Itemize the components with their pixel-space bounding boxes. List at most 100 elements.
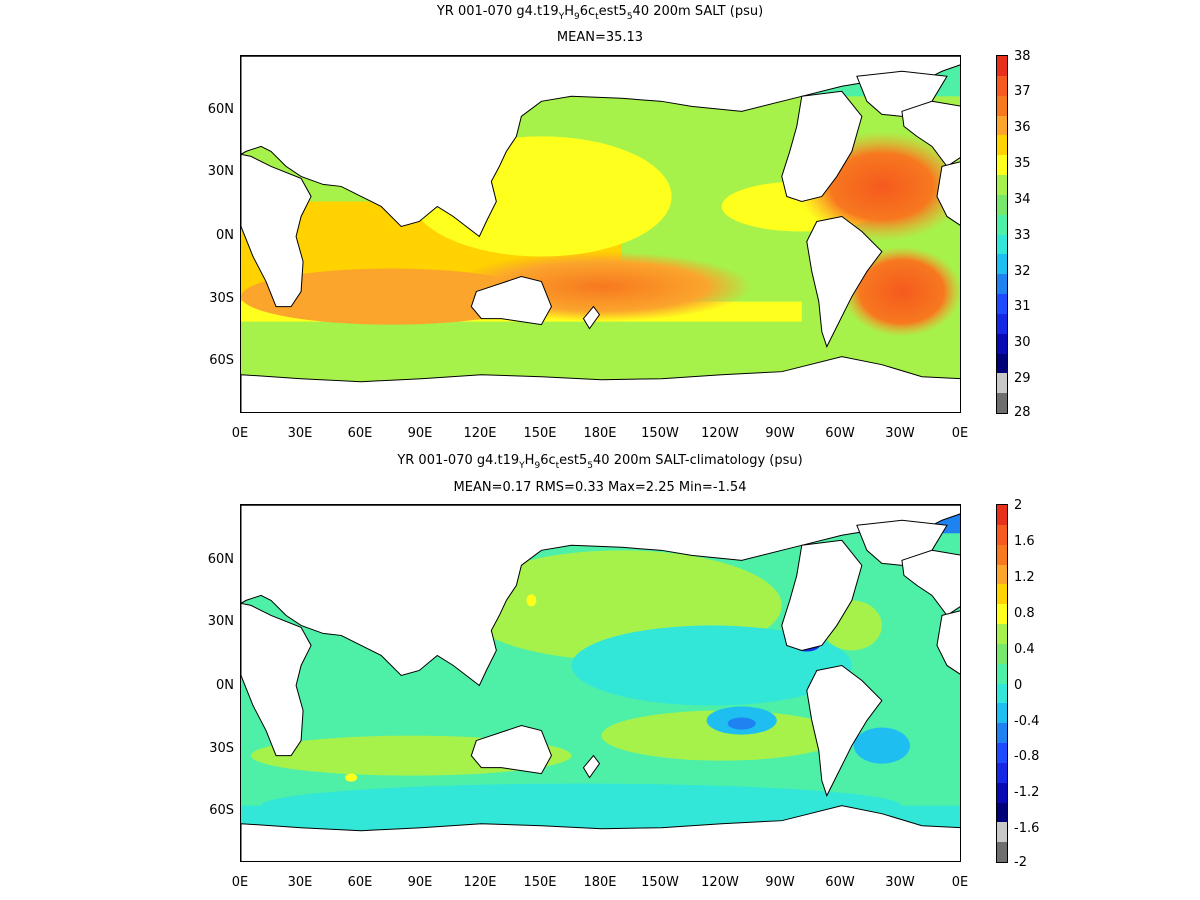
lon-label: 90W: [765, 426, 795, 441]
colorbar-segment: [997, 802, 1007, 823]
lon-label: 60E: [347, 426, 373, 441]
colorbar-segment: [997, 333, 1007, 354]
colorbar-segment: [997, 313, 1007, 335]
colorbar-segment: [997, 643, 1007, 665]
lon-label: 0E: [951, 875, 969, 890]
panel1-title-text: 40 200m SALT (psu): [632, 4, 764, 19]
colorbar-segment: [997, 663, 1007, 684]
colorbar-segment: [997, 703, 1007, 724]
colorbar-segment: [997, 234, 1007, 255]
colorbar-label: 33: [1014, 228, 1031, 243]
colorbar-segment: [997, 56, 1007, 77]
colorbar-segment: [997, 604, 1007, 625]
lon-label: 150W: [641, 875, 679, 890]
panel1-title-text: est5: [598, 4, 627, 19]
lon-label: 180E: [583, 875, 617, 890]
lon-label: 30W: [885, 426, 915, 441]
panel2-title-text: H: [524, 453, 535, 468]
lon-label: 120E: [463, 426, 497, 441]
panel2-stats: MEAN=0.17 RMS=0.33 Max=2.25 Min=-1.54: [453, 480, 747, 495]
colorbar-segment: [997, 524, 1007, 546]
lon-label: 150E: [523, 426, 557, 441]
salinity-anomaly-map-canvas: [241, 505, 960, 861]
colorbar-label: 34: [1014, 192, 1031, 207]
colorbar-segment: [997, 822, 1007, 843]
colorbar-label: -0.4: [1014, 714, 1040, 729]
colorbar-segment: [997, 393, 1007, 414]
panel2-title-text: est5: [559, 453, 588, 468]
panel1-title-text: 6c: [579, 4, 596, 19]
colorbar-label: 0: [1014, 678, 1023, 693]
colorbar-segment: [997, 175, 1007, 196]
colorbar-label: 0.8: [1014, 606, 1035, 621]
lat-label: 30N: [207, 164, 234, 179]
panel2-title-sub: 9: [534, 461, 541, 471]
colorbar: [996, 504, 1008, 863]
colorbar-label: 31: [1014, 299, 1031, 314]
lon-label: 0E: [231, 875, 249, 890]
panel2-title-sub: 5: [587, 461, 594, 471]
panel2-title: YR 001-070 g4.t19YH96ctest5540 200m SALT…: [0, 453, 1200, 471]
colorbar-segment: [997, 624, 1007, 645]
colorbar: [996, 55, 1008, 414]
colorbar-segment: [997, 115, 1007, 136]
panel2-title-text: 40 200m SALT-climatology (psu): [593, 453, 803, 468]
lon-label: 90W: [765, 875, 795, 890]
colorbar-segment: [997, 214, 1007, 235]
lat-label: 60N: [207, 552, 234, 567]
colorbar-segment: [997, 782, 1007, 803]
colorbar-label: 30: [1014, 335, 1031, 350]
lon-label: 60W: [825, 875, 855, 890]
colorbar-segment: [997, 584, 1007, 605]
colorbar-label: 28: [1014, 405, 1031, 420]
colorbar-segment: [997, 274, 1007, 295]
lon-label: 30W: [885, 875, 915, 890]
lat-label: 60N: [207, 102, 234, 117]
colorbar-segment: [997, 353, 1007, 374]
colorbar-label: -0.8: [1014, 749, 1040, 764]
colorbar-segment: [997, 842, 1007, 863]
panel1-title-sub: t: [595, 12, 599, 22]
colorbar-label: -2: [1014, 855, 1027, 870]
lat-label: 0N: [216, 228, 234, 243]
colorbar-segment: [997, 95, 1007, 116]
panel1-stats: MEAN=35.13: [556, 30, 644, 45]
panel2-title-text: YR 001-070 g4.t19: [397, 453, 520, 468]
lon-label: 30E: [287, 426, 313, 441]
panel1-title: YR 001-070 g4.t19YH96ctest5540 200m SALT…: [0, 4, 1200, 22]
salinity-anomaly-map: [240, 504, 961, 862]
lon-label: 90E: [407, 875, 433, 890]
lon-label: 90E: [407, 426, 433, 441]
colorbar-segment: [997, 254, 1007, 275]
colorbar-segment: [997, 505, 1007, 526]
colorbar-segment: [997, 75, 1007, 97]
colorbar-label: 1.2: [1014, 570, 1035, 585]
colorbar-segment: [997, 564, 1007, 585]
panel1-title-sub: Y: [558, 12, 565, 22]
panel2-title-sub: Y: [519, 461, 525, 471]
lon-label: 120W: [701, 426, 739, 441]
lon-label: 120E: [463, 875, 497, 890]
lat-label: 0N: [216, 678, 234, 693]
lat-label: 30N: [207, 614, 234, 629]
colorbar-label: 29: [1014, 371, 1031, 386]
colorbar-label: 1.6: [1014, 534, 1035, 549]
colorbar-segment: [997, 683, 1007, 704]
colorbar-label: 32: [1014, 264, 1031, 279]
colorbar-label: 0.4: [1014, 642, 1035, 657]
colorbar-segment: [997, 294, 1007, 315]
colorbar-segment: [997, 155, 1007, 176]
colorbar-label: -1.2: [1014, 785, 1040, 800]
colorbar-segment: [997, 373, 1007, 394]
colorbar-segment: [997, 743, 1007, 764]
lon-label: 150W: [641, 426, 679, 441]
colorbar-label: 38: [1014, 49, 1031, 64]
colorbar-segment: [997, 544, 1007, 565]
colorbar-segment: [997, 762, 1007, 784]
colorbar-segment: [997, 194, 1007, 216]
lon-label: 180E: [583, 426, 617, 441]
lon-label: 150E: [523, 875, 557, 890]
lat-label: 30S: [209, 291, 234, 306]
panel2-title-sub: t: [555, 461, 560, 471]
lon-label: 120W: [701, 875, 739, 890]
